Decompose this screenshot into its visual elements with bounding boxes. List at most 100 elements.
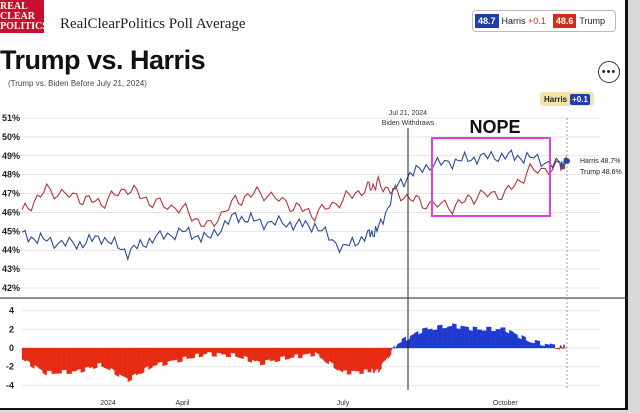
bottom-y-tick-label: -2 (6, 362, 14, 372)
spread-area-segment (437, 324, 443, 349)
rcp-logo[interactable]: REAL CLEAR POLITICS (0, 0, 44, 33)
spread-area-segment (140, 347, 145, 375)
harris-end-dot (564, 158, 570, 164)
top-y-tick-label: 48% (2, 170, 20, 180)
spread-area-segment (25, 347, 31, 363)
leader-badge-label: Harris (544, 94, 568, 104)
spread-area-segment (513, 332, 518, 349)
spread-area-segment (363, 347, 368, 370)
spread-area-segment (491, 330, 497, 349)
spread-area-segment (56, 347, 62, 374)
nope-highlight-box (431, 137, 551, 217)
spread-area-segment (460, 325, 465, 349)
spread-area-segment (294, 347, 299, 355)
top-y-tick-label: 50% (2, 132, 20, 142)
spread-area-segment (207, 347, 213, 353)
spread-area-segment (371, 347, 374, 369)
spread-area-segment (101, 347, 106, 369)
site-title[interactable]: RealClearPolitics Poll Average (60, 16, 246, 32)
spread-area-segment (302, 347, 307, 355)
spread-area-segment (259, 347, 266, 366)
spread-area-segment (216, 347, 222, 354)
spread-area-segment (239, 347, 244, 360)
spread-area-segment (452, 323, 457, 349)
spread-area-segment (269, 347, 276, 362)
spread-area-segment (549, 343, 556, 349)
spread-area-segment (131, 347, 137, 376)
spread-area-segment (34, 347, 39, 368)
top-y-tick-label: 51% (2, 113, 20, 123)
trump-end-label: Trump 48.6% (580, 169, 622, 176)
spread-area-segment (186, 347, 191, 360)
spread-area-segment (182, 347, 187, 358)
page-title: Trump vs. Harris (0, 45, 206, 75)
spread-area-segment (194, 347, 200, 355)
spread-area-segment (562, 347, 564, 350)
leader-badge-delta: +0.1 (570, 93, 590, 105)
spread-area-segment (319, 347, 325, 361)
nope-stamp: NOPE (469, 117, 520, 137)
spread-area-segment (135, 347, 141, 376)
spread-area-segment (367, 347, 370, 373)
spread-area-segment (409, 333, 415, 349)
spread-area-segment (422, 327, 428, 349)
event-date-label: Jul 21, 2024 (389, 110, 427, 117)
top-y-tick-label: 42% (2, 283, 20, 293)
spread-area-segment (123, 347, 128, 379)
spread-area-segment (328, 347, 334, 364)
spread-area-segment (376, 347, 379, 370)
spread-area-segment (372, 347, 375, 373)
top-y-tick-label: 45% (2, 226, 20, 236)
spread-area-segment (97, 347, 102, 364)
harris-end-label: Harris 48.7% (580, 158, 620, 165)
spread-area-segment (148, 347, 153, 370)
spread-area-segment (563, 344, 565, 349)
spread-area-segment (42, 347, 47, 376)
spread-area-segment (152, 347, 158, 367)
spread-area-segment (264, 347, 271, 361)
spread-area-segment (162, 347, 168, 367)
spread-area-segment (333, 347, 339, 372)
spread-area-segment (61, 347, 67, 371)
spread-area-segment (225, 347, 231, 358)
spread-area-segment (289, 347, 295, 359)
harris-change: +0.1 (528, 16, 546, 26)
spread-area-segment (221, 347, 227, 355)
spread-area-segment (351, 347, 356, 371)
spread-area-segment (481, 330, 487, 349)
spread-area-segment (84, 347, 90, 368)
trump-series-line (21, 155, 568, 228)
spread-area-segment (251, 347, 257, 362)
spread-area-segment (391, 345, 395, 351)
spread-area-segment (505, 331, 510, 349)
spread-area-segment (127, 347, 133, 383)
spread-area-segment (560, 346, 563, 349)
top-y-tick-label: 43% (2, 264, 20, 274)
spread-area-segment (418, 332, 423, 349)
spread-area-segment (476, 329, 482, 349)
spread-area-segment (397, 341, 402, 349)
spread-area-segment (255, 347, 261, 362)
spread-area-segment (167, 347, 173, 362)
spread-area-segment (500, 327, 506, 349)
spread-area-segment (88, 347, 94, 369)
spread-area-segment (521, 334, 526, 349)
ellipsis-icon[interactable]: ••• (598, 61, 620, 83)
spread-area-segment (38, 347, 43, 371)
spread-area-segment (306, 347, 311, 354)
spread-area-segment (495, 329, 501, 349)
spread-area-segment (544, 343, 551, 349)
x-tick-label: 2024 (100, 400, 116, 407)
spread-area-segment (46, 347, 52, 372)
spread-area-segment (534, 339, 541, 349)
spread-area-segment (456, 328, 461, 349)
spread-area-segment (105, 347, 111, 371)
spread-area-segment (529, 342, 536, 349)
trump-legend-label: Trump (579, 16, 606, 26)
spread-area-segment (509, 329, 514, 349)
spread-area-segment (359, 347, 364, 374)
header-legend: 48.7 Harris +0.1 48.6 Trump (472, 10, 616, 32)
spread-area-segment (486, 326, 492, 349)
spread-area-segment (539, 345, 546, 349)
top-y-tick-label: 46% (2, 207, 20, 217)
